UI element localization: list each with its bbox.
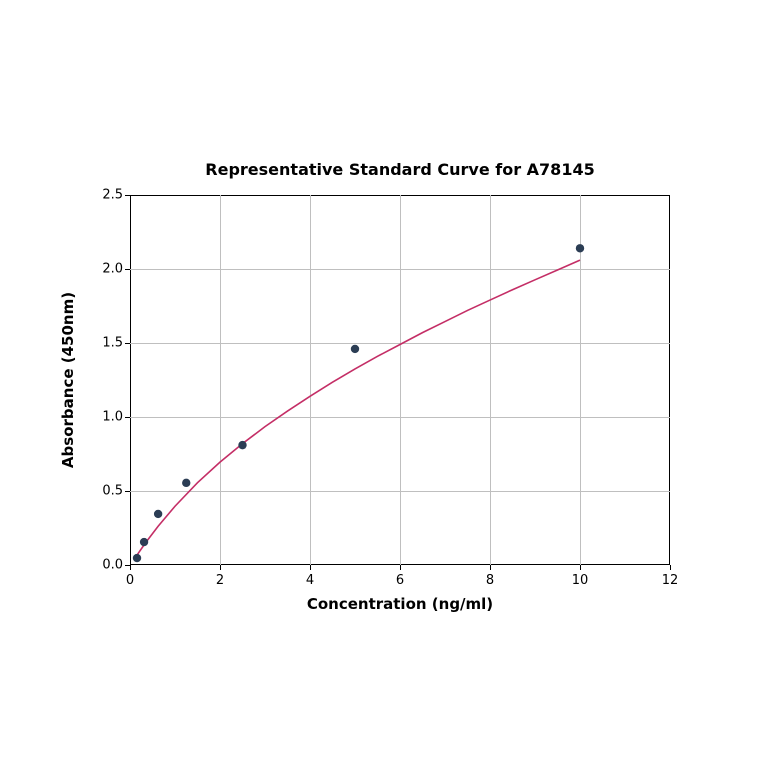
data-point — [576, 244, 584, 252]
data-point — [238, 441, 246, 449]
fit-curve — [137, 260, 580, 555]
data-point — [140, 538, 148, 546]
data-point — [351, 345, 359, 353]
data-point — [182, 479, 190, 487]
data-point — [154, 510, 162, 518]
chart-canvas: Representative Standard Curve for A78145… — [0, 0, 764, 764]
chart-svg — [0, 0, 764, 764]
data-point — [133, 554, 141, 562]
